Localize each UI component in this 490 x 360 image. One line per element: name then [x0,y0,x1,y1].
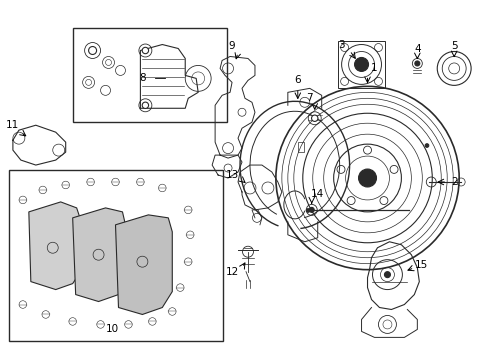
Circle shape [306,209,310,212]
Text: 2: 2 [451,177,458,187]
Circle shape [142,47,148,54]
Circle shape [89,46,97,54]
Circle shape [449,63,460,74]
Bar [73,28,227,122]
Circle shape [425,144,429,147]
Text: 15: 15 [415,260,428,270]
Circle shape [385,272,391,278]
Text: 11: 11 [6,120,20,130]
Bar [338,41,386,88]
Circle shape [359,169,376,187]
Circle shape [415,61,420,66]
Text: 6: 6 [294,75,301,85]
Bar [9,170,223,341]
Text: 4: 4 [414,44,420,54]
Text: 9: 9 [229,41,235,50]
Text: 7: 7 [306,93,313,103]
Text: 3: 3 [338,40,345,50]
Polygon shape [116,215,172,315]
Text: 8: 8 [139,73,146,84]
Text: 10: 10 [106,324,119,334]
Circle shape [309,207,314,212]
Circle shape [142,102,148,108]
Text: 1: 1 [371,63,378,73]
Text: 12: 12 [225,267,239,276]
Polygon shape [73,208,125,302]
Text: 14: 14 [311,189,324,199]
Bar [298,142,304,152]
Polygon shape [29,202,81,289]
Circle shape [355,58,368,71]
Circle shape [312,115,318,121]
Text: 13: 13 [225,170,239,180]
Text: 5: 5 [451,41,458,50]
